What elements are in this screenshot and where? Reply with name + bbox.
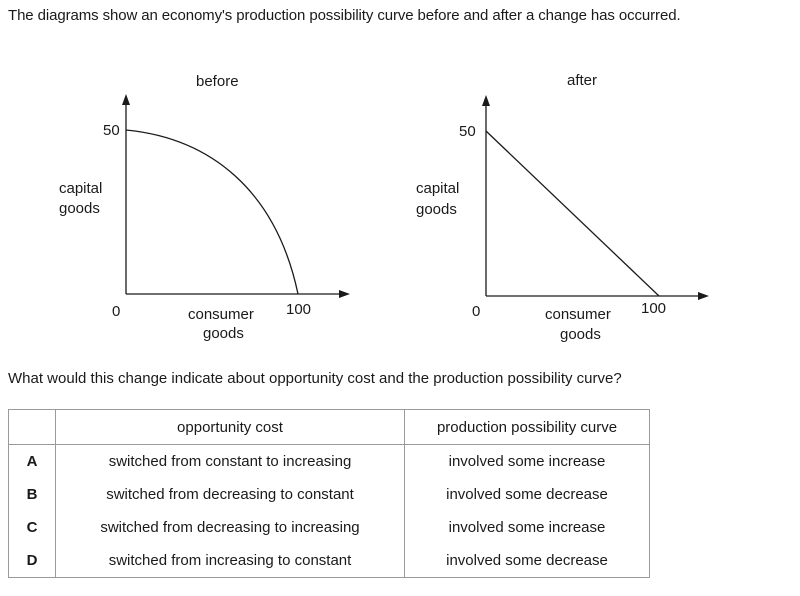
diagram-title: before (196, 73, 239, 90)
answer-row-b[interactable]: B switched from decreasing to constant i… (8, 478, 650, 511)
x-axis-label-line1: consumer (188, 306, 254, 323)
option-label: B (8, 478, 56, 511)
diagram-title: after (567, 72, 598, 89)
diagram-after: after 50 capital goods 0 100 consumer go… (409, 60, 729, 350)
intro-text: The diagrams show an economy's productio… (8, 7, 681, 24)
option-label: D (8, 544, 56, 578)
x-axis-label-line2: goods (560, 326, 601, 343)
diagram-after-graph (482, 95, 709, 300)
y-axis-label-line1: capital (59, 180, 103, 197)
x-axis-arrow-icon (339, 290, 350, 298)
x-max-label: 100 (641, 300, 667, 317)
diagram-before-graph (122, 94, 350, 298)
table-header-row: opportunity cost production possibility … (8, 409, 650, 445)
opportunity-cost-cell: switched from decreasing to constant (55, 478, 405, 511)
opportunity-cost-cell: switched from increasing to constant (55, 544, 405, 578)
y-axis-label-line2: goods (416, 201, 457, 218)
x-axis-label-line1: consumer (545, 306, 611, 323)
answer-row-a[interactable]: A switched from constant to increasing i… (8, 444, 650, 478)
y-axis-label-line2: goods (59, 200, 100, 217)
y-max-label: 50 (103, 122, 120, 139)
y-axis-label-line1: capital (416, 180, 460, 197)
answer-row-d[interactable]: D switched from increasing to constant i… (8, 544, 650, 578)
y-max-label: 50 (459, 123, 476, 140)
header-ppc: production possibility curve (404, 409, 650, 445)
header-opportunity-cost: opportunity cost (55, 409, 405, 445)
ppc-cell: involved some increase (404, 511, 650, 544)
header-blank (8, 409, 56, 445)
answer-table: opportunity cost production possibility … (8, 409, 650, 578)
option-label: A (8, 444, 56, 478)
ppc-curve (125, 129, 299, 295)
ppc-cell: involved some decrease (404, 478, 650, 511)
diagram-before: before 50 capital goods 0 100 consumer g… (50, 60, 370, 350)
origin-label: 0 (472, 303, 481, 320)
x-axis-label-line2: goods (203, 325, 244, 342)
y-axis-arrow-icon (482, 95, 490, 106)
x-max-label: 100 (286, 301, 312, 318)
question-text: What would this change indicate about op… (8, 370, 622, 387)
x-axis-arrow-icon (698, 292, 709, 300)
y-axis-arrow-icon (122, 94, 130, 105)
ppc-cell: involved some increase (404, 444, 650, 478)
ppc-line (485, 130, 660, 297)
option-label: C (8, 511, 56, 544)
origin-label: 0 (112, 303, 121, 320)
answer-row-c[interactable]: C switched from decreasing to increasing… (8, 511, 650, 544)
opportunity-cost-cell: switched from constant to increasing (55, 444, 405, 478)
opportunity-cost-cell: switched from decreasing to increasing (55, 511, 405, 544)
ppc-cell: involved some decrease (404, 544, 650, 578)
